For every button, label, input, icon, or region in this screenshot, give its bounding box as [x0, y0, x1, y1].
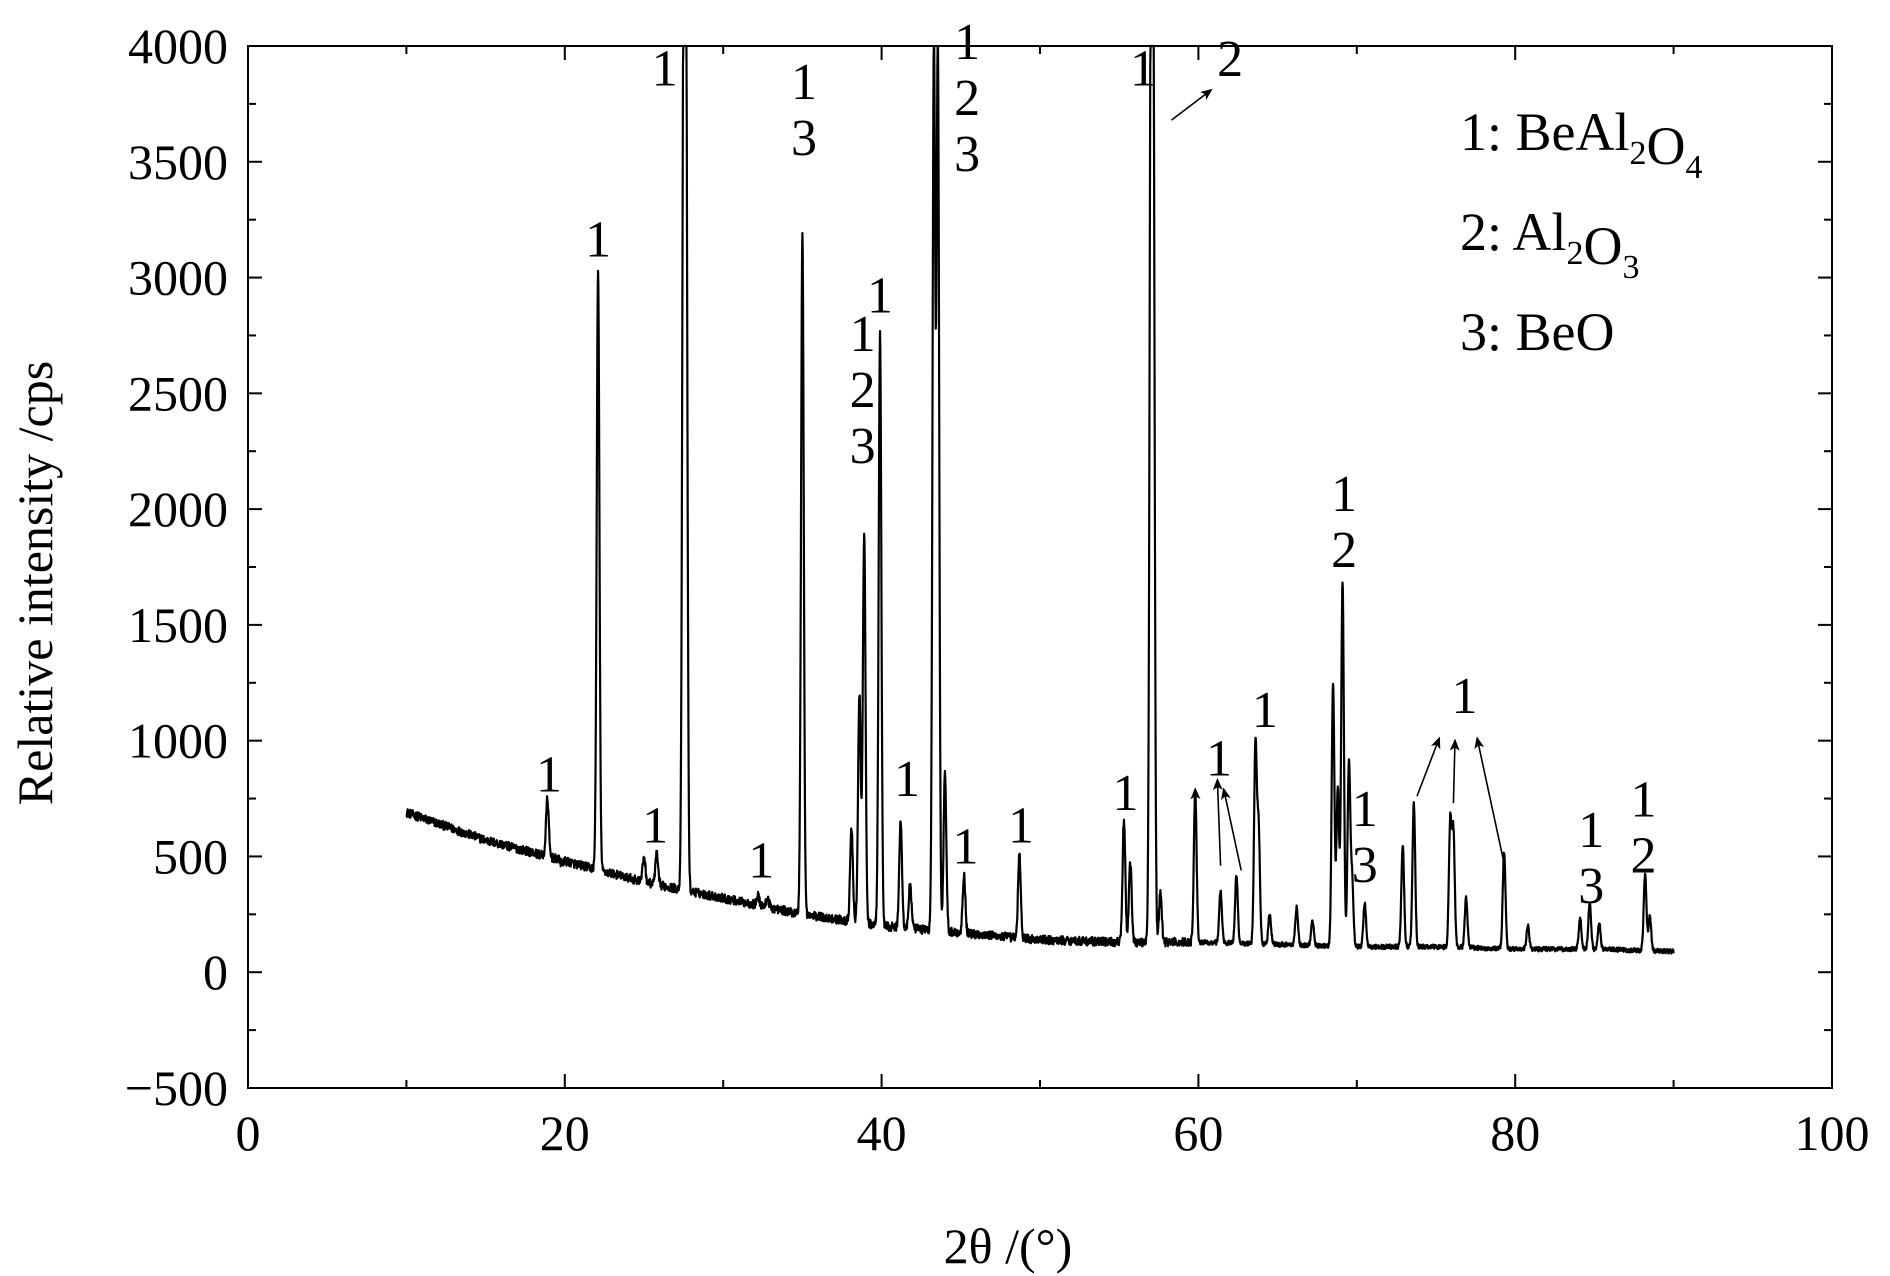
peak-label: 2	[954, 70, 980, 127]
x-tick-label: 40	[857, 1105, 907, 1161]
y-tick-label: 1000	[128, 713, 228, 769]
peak-label: 3	[1352, 837, 1378, 894]
peak-label: 2	[850, 362, 876, 419]
peak-label: 1	[953, 818, 979, 875]
y-tick-label: 3500	[128, 134, 228, 190]
peak-label: 1	[1352, 781, 1378, 838]
peak-label: 1	[791, 54, 817, 111]
peak-label: 1	[1008, 798, 1034, 855]
legend: 1: BeAl2O4 2: Al2O3 3: BeO	[1460, 102, 1703, 362]
y-tick-label: 1500	[128, 597, 228, 653]
y-tick-label: 2500	[128, 365, 228, 421]
legend-entry: 1: BeAl2O4	[1460, 102, 1703, 186]
peak-label: 2	[1631, 828, 1657, 885]
peak-label: 3	[1578, 858, 1604, 915]
annotation-arrow	[1220, 787, 1242, 871]
peak-label: 1	[1206, 730, 1232, 787]
peak-label: 1	[536, 747, 562, 804]
annotation-arrow	[1449, 738, 1460, 804]
peak-label: 1	[1331, 466, 1357, 523]
legend-entry: 3: BeO	[1460, 302, 1615, 362]
annotation-arrow	[1416, 736, 1441, 797]
peak-label: 1	[1252, 682, 1278, 739]
y-tick-label: 4000	[128, 18, 228, 74]
peak-label: 1	[1130, 40, 1156, 97]
y-tick-label: 3000	[128, 250, 228, 306]
peak-label: 1	[1113, 765, 1139, 822]
annotation-arrow	[1474, 736, 1505, 864]
y-tick-label: 500	[153, 828, 228, 884]
legend-entry: 2: Al2O3	[1460, 202, 1640, 286]
y-tick-label: 0	[203, 944, 228, 1000]
peak-label: 1	[748, 832, 774, 889]
arrows-layer	[1170, 88, 1505, 871]
peak-label: 2	[1331, 522, 1357, 579]
peak-label: 1	[1452, 668, 1478, 725]
x-tick-label: 60	[1173, 1105, 1223, 1161]
peak-label: 1	[894, 751, 920, 808]
annotation-arrow	[1212, 778, 1223, 866]
annotation-label: 2	[1217, 31, 1243, 88]
y-tick-label: 2000	[128, 481, 228, 537]
peak-label: 1	[585, 212, 611, 269]
peak-label: 1	[1631, 772, 1657, 829]
annotation-arrow	[1170, 88, 1213, 121]
plot-frame	[247, 45, 1833, 1089]
peak-label: 3	[850, 418, 876, 475]
x-tick-label: 100	[1795, 1105, 1870, 1161]
peak-label: 1	[652, 40, 678, 97]
xrd-spectrum-line	[405, 44, 1675, 955]
annotation-arrow	[1190, 787, 1201, 859]
x-tick-label: 0	[236, 1105, 261, 1161]
spectrum-layer	[405, 44, 1675, 955]
y-tick-label: −500	[125, 1060, 228, 1116]
peak-label: 1	[1578, 802, 1604, 859]
peak-label: 1	[850, 306, 876, 363]
x-axis-title: 2θ /(°)	[944, 1218, 1073, 1274]
x-tick-label: 20	[540, 1105, 590, 1161]
peak-label: 1	[867, 267, 893, 324]
plot-border	[247, 45, 1833, 1089]
x-tick-label: 80	[1490, 1105, 1540, 1161]
peak-label: 1	[954, 14, 980, 71]
y-axis-title: Relative intensity /cps	[7, 361, 63, 805]
ticks-layer: 0 20 40 60 80 100−500050010001500200025003000…	[125, 18, 1870, 1161]
peak-label: 1	[642, 798, 668, 855]
peak-label: 3	[791, 110, 817, 167]
peak-label: 3	[954, 126, 980, 183]
